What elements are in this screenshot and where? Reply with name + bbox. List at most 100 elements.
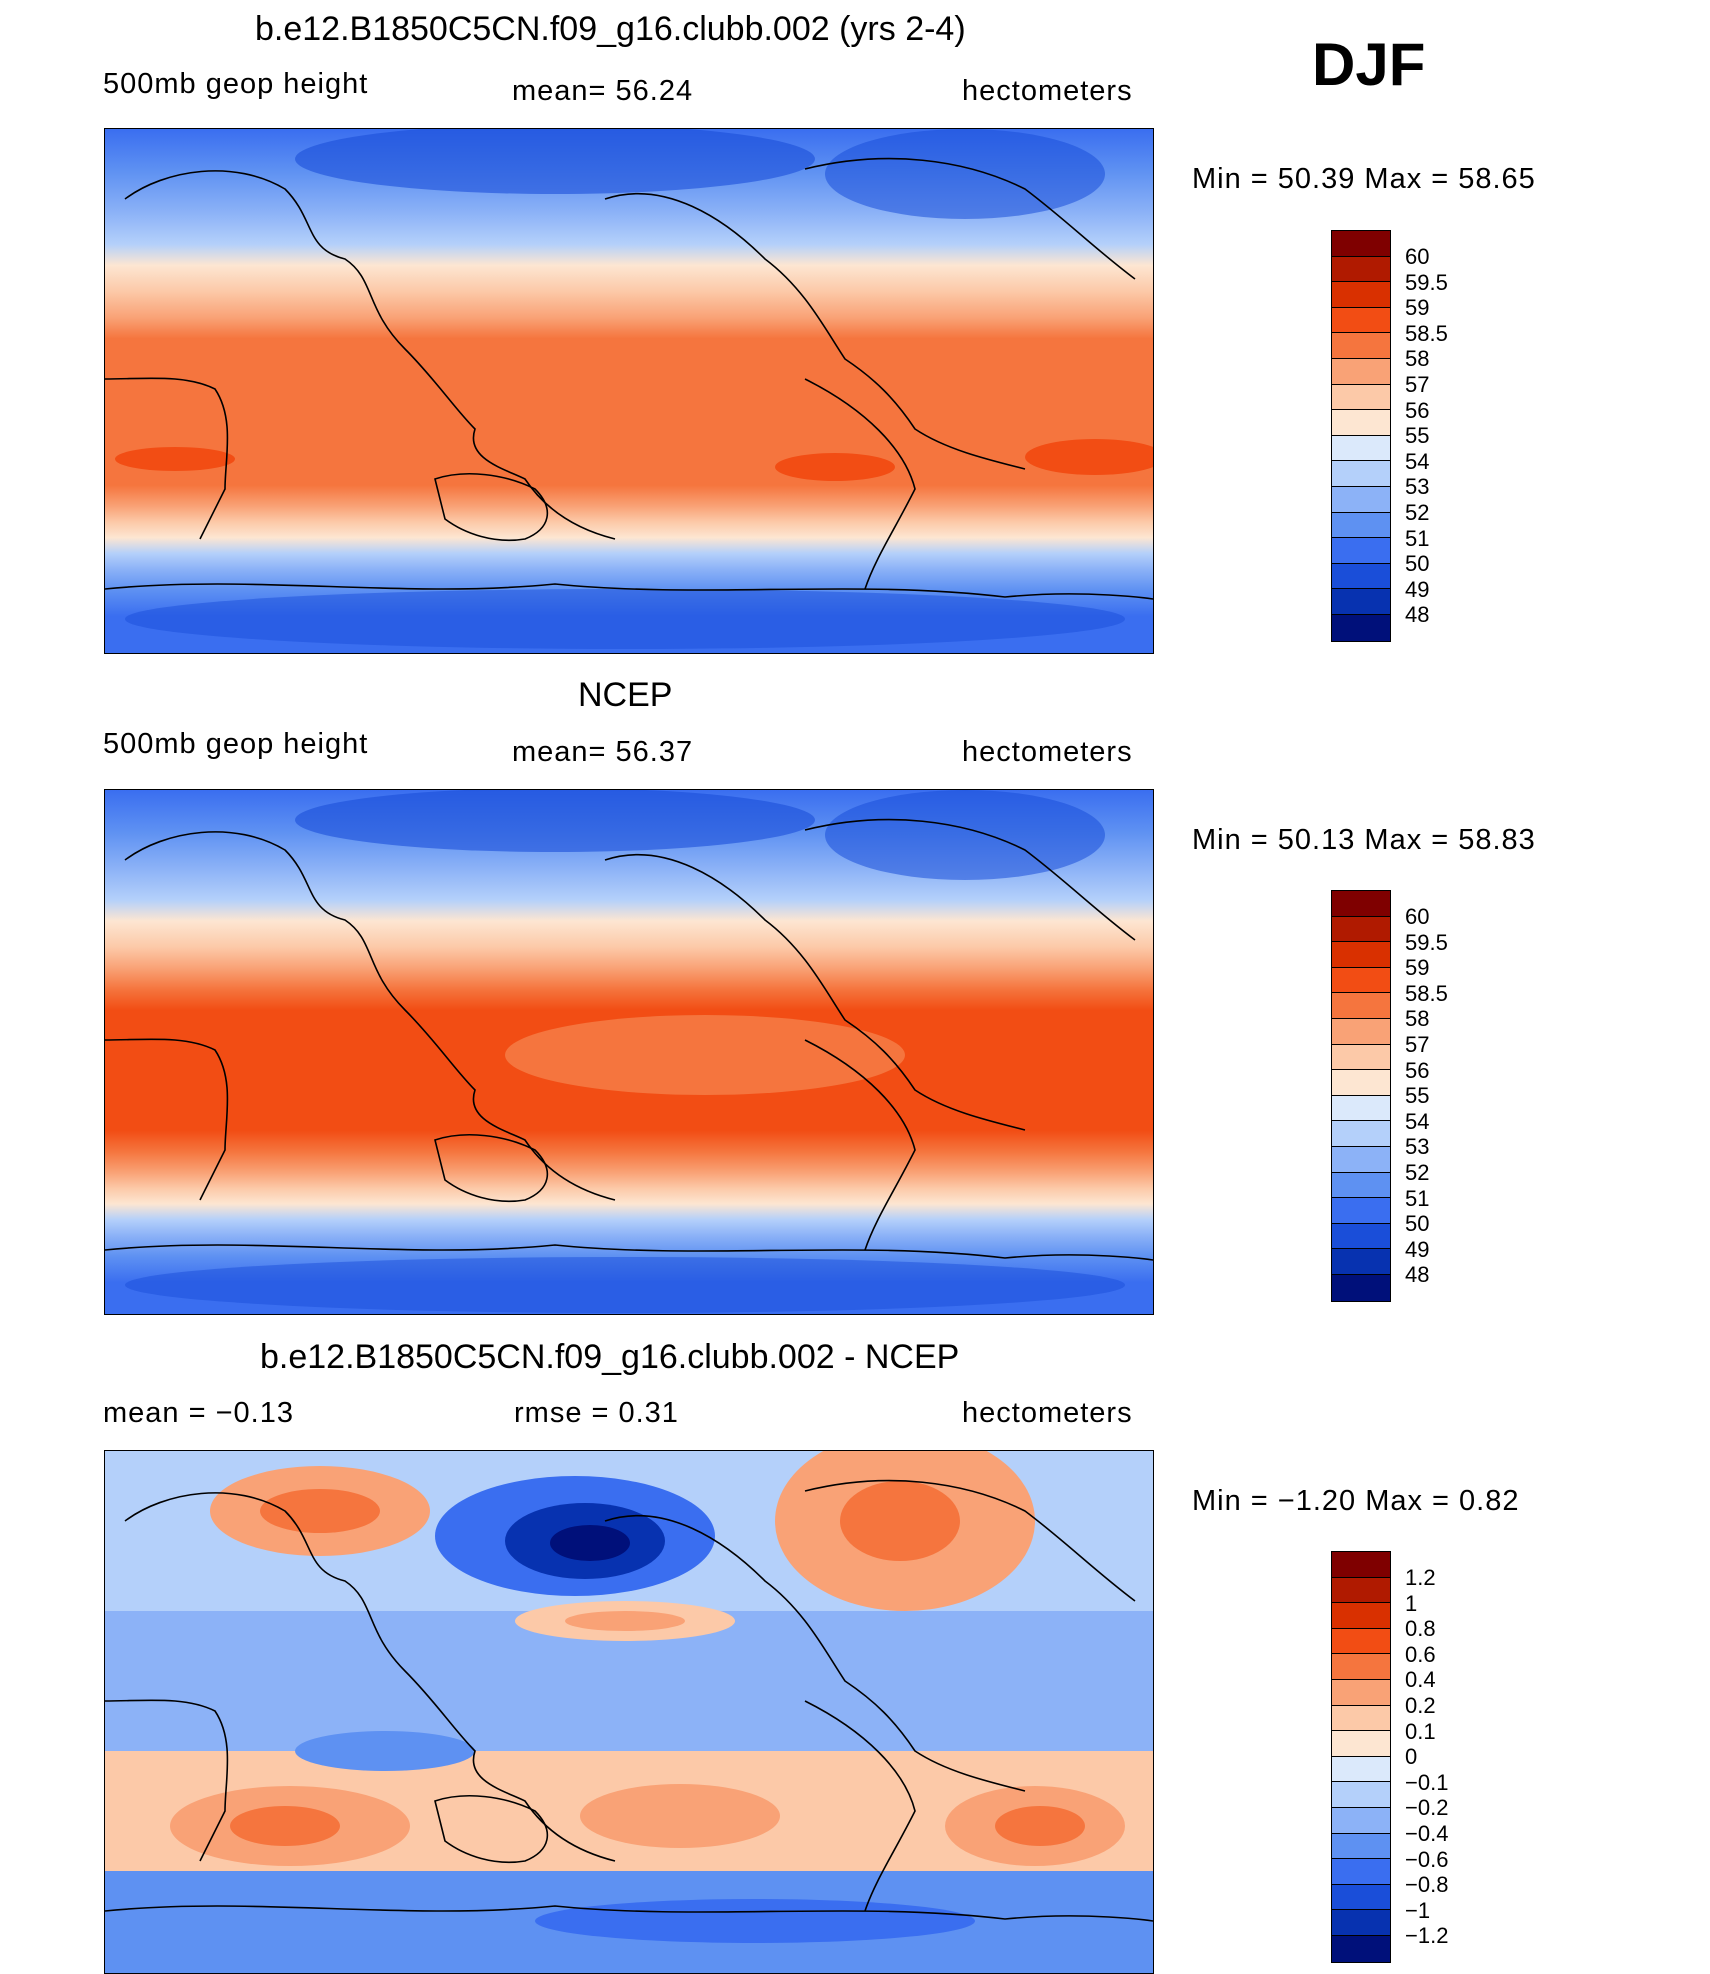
panel-3-south-atlantic-high-core <box>995 1806 1085 1846</box>
colorbar-tick-label: 56 <box>1405 397 1430 423</box>
colorbar-tick-label: 57 <box>1405 1031 1430 1057</box>
panel-2-minmax: Min = 50.13 Max = 58.83 <box>1192 824 1536 856</box>
colorbar-tick-label: 58.5 <box>1405 980 1448 1006</box>
colorbar-cell <box>1332 1577 1390 1604</box>
colorbar-cell <box>1332 538 1390 564</box>
colorbar-tick-label: 52 <box>1405 1159 1430 1185</box>
panel-2-title: NCEP <box>578 676 673 714</box>
colorbar-cell <box>1332 1884 1390 1911</box>
colorbar-tick-label: 49 <box>1405 576 1430 602</box>
panel-3-aleutian-low-core <box>550 1525 630 1561</box>
panel-3-units-label: hectometers <box>962 1397 1133 1429</box>
panel-1-antarctic-low <box>125 589 1125 649</box>
panel-3-tropical-low <box>295 1731 475 1771</box>
colorbar-tick-label: 0.2 <box>1405 1692 1436 1718</box>
panel-3-south-indian-high-core <box>230 1806 340 1846</box>
panel-3-north-pacific-high-core <box>565 1611 685 1631</box>
colorbar-tick-label: 55 <box>1405 1083 1430 1109</box>
season-label: DJF <box>1312 31 1426 98</box>
colorbar-cell <box>1332 512 1390 539</box>
colorbar-cell <box>1332 1274 1390 1301</box>
colorbar-cell <box>1332 1628 1390 1655</box>
colorbar-tick-label: 52 <box>1405 499 1430 525</box>
colorbar-cell <box>1332 1223 1390 1250</box>
colorbar-tick-label: 55 <box>1405 423 1430 449</box>
panel-2-mean-label: mean= 56.37 <box>512 736 694 768</box>
panel-2-coastlines <box>105 818 1153 1261</box>
panel-3-colorbar-labels: 1.2 1 0.8 0.6 0.4 0.2 0.1 0 −0.1 −0.2 −0… <box>1405 1565 1448 1949</box>
colorbar-cell <box>1332 1935 1390 1962</box>
colorbar-cell <box>1332 1833 1390 1860</box>
panel-2-units-label: hectometers <box>962 736 1133 768</box>
panel-1-minmax: Min = 50.39 Max = 58.65 <box>1192 163 1536 195</box>
colorbar-cell <box>1332 333 1390 359</box>
panel-3-title: b.e12.B1850C5CN.f09_g16.clubb.002 - NCEP <box>260 1338 960 1376</box>
colorbar-cell <box>1332 1603 1390 1629</box>
panel-1-map <box>104 128 1154 654</box>
colorbar-tick-label: 1 <box>1405 1590 1418 1616</box>
colorbar-cell <box>1332 1172 1390 1199</box>
colorbar-cell <box>1332 942 1390 968</box>
panel-3-colorbar <box>1331 1551 1391 1963</box>
colorbar-tick-label: −1.2 <box>1405 1923 1449 1949</box>
colorbar-tick-label: −0.4 <box>1405 1820 1449 1846</box>
colorbar-tick-label: 59 <box>1405 295 1430 321</box>
colorbar-cell <box>1332 1705 1390 1732</box>
colorbar-cell <box>1332 916 1390 943</box>
colorbar-cell <box>1332 1070 1390 1096</box>
colorbar-tick-label: 48 <box>1405 1262 1430 1288</box>
panel-2-colorbar <box>1331 890 1391 1302</box>
colorbar-cell <box>1332 1249 1390 1275</box>
colorbar-tick-label: 0.4 <box>1405 1667 1436 1693</box>
panel-2-arctic-low <box>295 790 815 852</box>
colorbar-tick-label: −0.8 <box>1405 1872 1449 1898</box>
colorbar-tick-label: 53 <box>1405 474 1430 500</box>
colorbar-cell <box>1332 358 1390 385</box>
panel-1-coastlines <box>105 157 1153 600</box>
panel-2-canada-low <box>825 790 1105 880</box>
colorbar-tick-label: 50 <box>1405 551 1430 577</box>
panel-1-colorbar-labels: 60 59.5 59 58.5 58 57 56 55 54 53 52 51 … <box>1405 244 1448 628</box>
colorbar-tick-label: −0.6 <box>1405 1846 1449 1872</box>
colorbar-tick-label: 49 <box>1405 1236 1430 1262</box>
panel-1-title: b.e12.B1850C5CN.f09_g16.clubb.002 (yrs 2… <box>255 10 966 48</box>
colorbar-tick-label: −0.2 <box>1405 1795 1449 1821</box>
panel-1-canada-low <box>825 129 1105 219</box>
panel-1-indian-ocean-high <box>115 447 235 471</box>
colorbar-tick-label: 0 <box>1405 1744 1418 1770</box>
panel-1-variable-label: 500mb geop height <box>103 68 369 100</box>
panel-1-mean-label: mean= 56.24 <box>512 75 694 107</box>
panel-2-colorbar-labels: 60 59.5 59 58.5 58 57 56 55 54 53 52 51 … <box>1405 904 1448 1288</box>
panel-1-colorbar <box>1331 230 1391 642</box>
colorbar-cell <box>1332 461 1390 487</box>
panel-2-map <box>104 789 1154 1315</box>
colorbar-tick-label: 54 <box>1405 448 1430 474</box>
colorbar-cell <box>1332 1910 1390 1936</box>
colorbar-tick-label: 48 <box>1405 602 1430 628</box>
colorbar-cell <box>1332 435 1390 462</box>
panel-2-variable-label: 500mb geop height <box>103 728 369 760</box>
colorbar-cell <box>1332 614 1390 641</box>
colorbar-cell <box>1332 1731 1390 1757</box>
colorbar-tick-label: 0.8 <box>1405 1616 1436 1642</box>
colorbar-tick-label: 60 <box>1405 244 1430 269</box>
colorbar-tick-label: 58.5 <box>1405 320 1448 346</box>
colorbar-cell <box>1332 1782 1390 1808</box>
colorbar-tick-label: 0.6 <box>1405 1641 1436 1667</box>
panel-3-coastlines <box>105 1479 1153 1922</box>
colorbar-cell <box>1332 967 1390 994</box>
colorbar-tick-label: 1.2 <box>1405 1565 1436 1590</box>
panel-2-antarctic-low <box>125 1257 1125 1313</box>
panel-1-south-pacific-high <box>775 453 895 481</box>
panel-1-units-label: hectometers <box>962 75 1133 107</box>
colorbar-cell <box>1332 1095 1390 1122</box>
panel-1-arctic-low <box>295 129 815 194</box>
colorbar-tick-label: 58 <box>1405 1006 1430 1032</box>
colorbar-cell <box>1332 891 1390 917</box>
colorbar-tick-label: 0.1 <box>1405 1718 1436 1744</box>
panel-1-south-atlantic-high <box>1025 439 1153 475</box>
colorbar-cell <box>1332 1552 1390 1578</box>
colorbar-cell <box>1332 1756 1390 1783</box>
colorbar-cell <box>1332 1654 1390 1680</box>
panel-3-canada-high-core <box>840 1481 960 1561</box>
